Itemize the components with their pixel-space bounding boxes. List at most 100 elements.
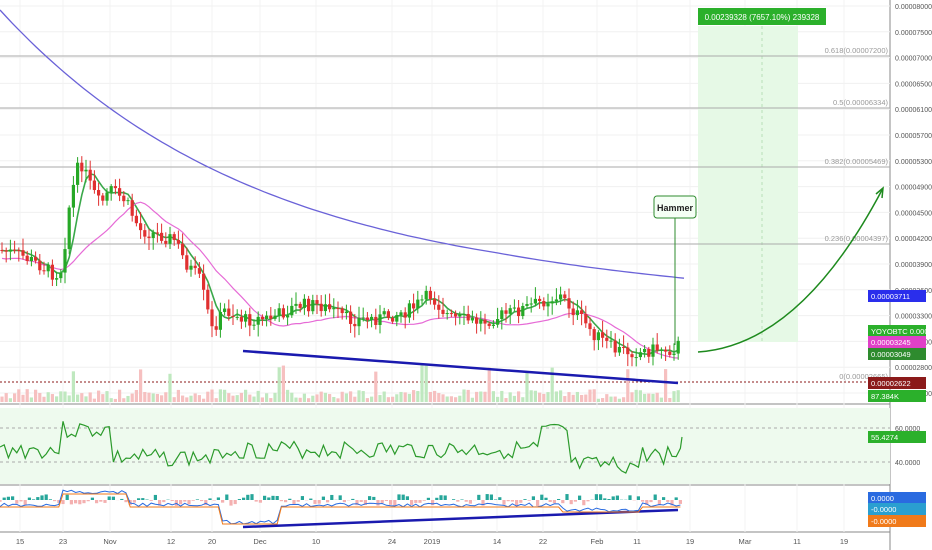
rsi-level-label: 60.0000 [895,426,920,433]
candle-body [160,232,164,241]
macd-histogram-bar [586,500,590,502]
volume-bar [13,393,17,402]
macd-histogram-bar [531,496,535,500]
volume-bar [609,396,613,402]
last-price-tag-box [868,325,926,337]
x-tick-label: 19 [840,537,848,546]
candle-body [458,314,462,317]
macd-histogram-bar [540,494,544,500]
macd-histogram-bar [527,500,531,501]
macd-histogram-bar [431,500,435,506]
volume-bar [92,398,96,402]
macd-histogram-bar [628,495,632,500]
fib-label: 0.236(0.00004397) [825,234,889,243]
candle-body [260,316,264,320]
volume-bar [307,398,311,402]
macd-histogram-bar [74,500,78,504]
candle-body [496,319,500,325]
volume-bar [554,391,558,402]
volume-bar [395,394,399,402]
volume-bar [311,395,315,402]
macd-histogram-bar [107,496,111,500]
candle-body [55,278,59,280]
volume-bar [445,396,449,402]
macd-histogram-bar [510,500,514,502]
volume-bar [239,392,243,402]
rsi-line [0,421,683,474]
volume-bar [29,397,33,402]
volume-bar [391,396,395,402]
macd-histogram-bar [258,500,262,503]
macd-histogram-bar [137,498,141,500]
volume-bar [277,367,281,402]
macd-histogram-bar [65,494,69,500]
candle-body [395,315,399,322]
volume-bar [0,396,4,402]
candle-body [424,290,428,300]
y-tick-label: 0.00004900 [895,185,932,192]
macd-histogram-bar [410,500,414,505]
macd-histogram-bar [2,497,6,500]
y-tick-label: 0.00007000 [895,56,932,63]
macd-histogram-bar [204,500,208,506]
volume-bar [487,367,491,402]
macd-histogram-bar [515,500,519,506]
candle-body [512,307,516,309]
volume-bar [361,391,365,402]
candle-body [76,162,80,185]
volume-bar [550,367,554,402]
candle-body [546,303,550,307]
volume-bar [109,398,113,402]
macd-histogram-bar [300,496,304,500]
macd-value-tag: -0.0000 [871,505,896,514]
volume-bar [151,393,155,402]
volume-bar [634,389,638,402]
candle-body [630,354,634,358]
macd-histogram-bar [460,499,464,500]
macd-histogram-bar [489,494,493,500]
candle-body [181,243,185,256]
macd-histogram-bar [187,500,191,505]
candle-body [197,268,201,274]
macd-value-tag: -0.0000 [871,517,896,526]
candle-body [8,249,12,252]
candle-body [454,313,458,317]
candle-body [643,348,647,353]
macd-histogram-bar [317,500,321,504]
macd-histogram-bar [552,500,556,504]
macd-histogram-bar [485,494,489,500]
candle-body [567,298,571,309]
candle-body [113,186,117,189]
price-tag: 0.00003711 [871,292,910,301]
x-tick-label: Feb [591,537,604,546]
volume-bar [668,397,672,402]
macd-histogram-bar [36,497,40,500]
candle-body [651,344,655,357]
volume-bar [655,392,659,402]
volume-bar [428,391,432,402]
candle-body [575,310,579,316]
macd-histogram-bar [78,500,82,505]
candle-body [42,270,46,272]
candle-body [617,346,621,353]
candle-body [609,340,613,342]
price-tag-box [868,348,926,360]
candle-body [353,323,357,327]
candle-body [189,265,193,270]
volume-bar [533,390,537,402]
volume-bar [273,392,277,402]
volume-bar [643,393,647,402]
candle-body [668,351,672,355]
macd-histogram-bar [95,500,99,504]
volume-bar [605,394,609,402]
volume-bar [374,371,378,402]
macd-histogram-bar [674,497,678,500]
macd-histogram-bar [397,494,401,500]
macd-histogram-bar [103,500,107,503]
volume-bar [365,398,369,402]
volume-bar [50,394,54,402]
y-tick-label: 0.00005700 [895,133,932,140]
candle-body [231,315,235,317]
candle-body [479,319,483,324]
